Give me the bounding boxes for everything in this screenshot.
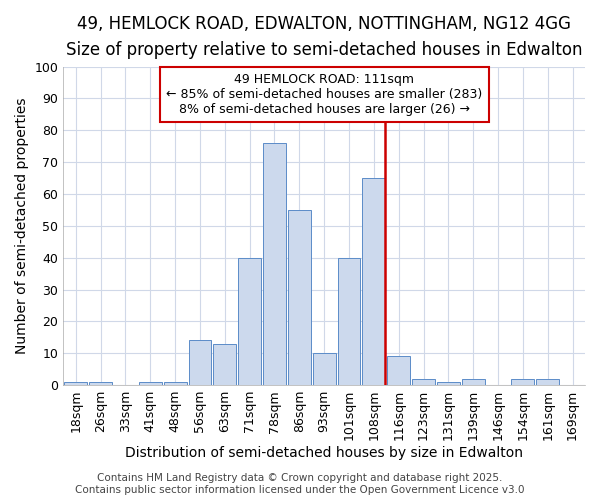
Bar [412,378,435,385]
Text: 49 HEMLOCK ROAD: 111sqm
← 85% of semi-detached houses are smaller (283)
8% of se: 49 HEMLOCK ROAD: 111sqm ← 85% of semi-de… [166,73,482,116]
Bar [89,382,112,385]
X-axis label: Distribution of semi-detached houses by size in Edwalton: Distribution of semi-detached houses by … [125,446,523,460]
Bar [437,382,460,385]
Bar [188,340,211,385]
Bar [511,378,535,385]
Bar [238,258,261,385]
Bar [387,356,410,385]
Text: Contains HM Land Registry data © Crown copyright and database right 2025.
Contai: Contains HM Land Registry data © Crown c… [75,474,525,495]
Bar [536,378,559,385]
Bar [164,382,187,385]
Bar [214,344,236,385]
Title: 49, HEMLOCK ROAD, EDWALTON, NOTTINGHAM, NG12 4GG
Size of property relative to se: 49, HEMLOCK ROAD, EDWALTON, NOTTINGHAM, … [66,15,583,60]
Y-axis label: Number of semi-detached properties: Number of semi-detached properties [15,98,29,354]
Bar [64,382,87,385]
Bar [139,382,161,385]
Bar [338,258,361,385]
Bar [362,178,385,385]
Bar [288,210,311,385]
Bar [313,353,335,385]
Bar [263,143,286,385]
Bar [462,378,485,385]
